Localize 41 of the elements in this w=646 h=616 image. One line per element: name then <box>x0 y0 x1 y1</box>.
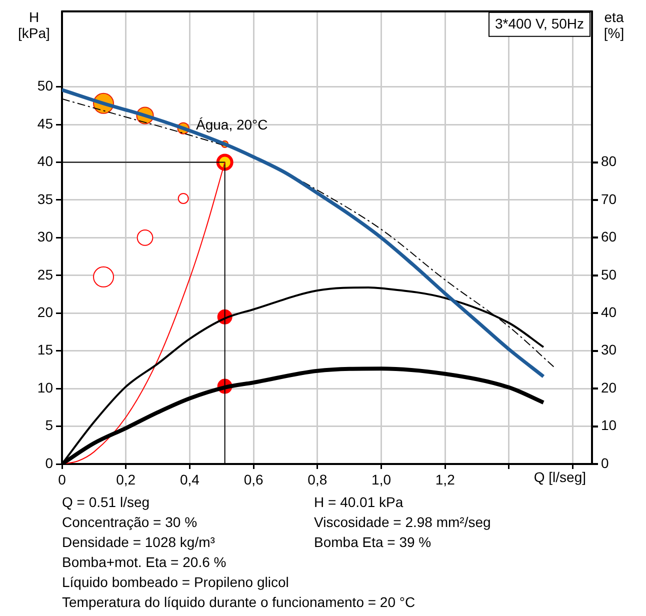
x-tick-label: 1,0 <box>372 471 392 488</box>
y2-tick-label: 40 <box>601 304 617 320</box>
text: Q = 0.51 l/seg <box>62 493 151 512</box>
x-tick-label: 0,6 <box>244 471 264 488</box>
y-tick-label: 10 <box>37 379 54 396</box>
y-tick-label: 20 <box>37 304 54 320</box>
y-tick-label: 15 <box>37 342 54 358</box>
y-axis-title: H [kPa] <box>18 8 50 41</box>
y2-tick-label: 60 <box>601 228 617 245</box>
y-tick-label: 5 <box>45 417 54 434</box>
y2-tick-label: 0 <box>601 454 609 471</box>
text: Viscosidade = 2.98 mm²/seg <box>314 513 492 532</box>
y2-tick-label: 70 <box>601 190 617 207</box>
text: Bomba Eta = 39 % <box>314 533 432 552</box>
y-tick-label: 25 <box>37 266 54 282</box>
chart-title: 3*400 V, 50Hz <box>495 15 584 32</box>
x-tick-label: 1,2 <box>435 471 456 488</box>
text: Líquido bombeado = Propileno glicol <box>62 573 290 592</box>
x-tick-label: 0,4 <box>180 471 200 488</box>
text: Temperatura do líquido durante o funcionamento = 20 °C <box>62 593 416 612</box>
y-tick-label: 35 <box>37 190 54 207</box>
y-tick-label: 40 <box>37 153 54 170</box>
x-axis-title: Q [l/seg] <box>534 468 586 485</box>
text: Bomba+mot. Eta = 20.6 % <box>62 553 228 572</box>
y-tick-label: 0 <box>45 454 54 471</box>
y2-tick-label: 10 <box>601 417 617 434</box>
x-tick-label: 0 <box>58 471 66 488</box>
x-tick-label: 0,2 <box>116 471 136 488</box>
x-tick-label: 0,8 <box>308 471 328 488</box>
y-tick-label: 50 <box>37 78 54 94</box>
y2-tick-label: 20 <box>601 379 617 396</box>
y2-tick-label: 80 <box>601 153 617 170</box>
annotation: Água, 20°C <box>196 116 268 132</box>
y2-tick-label: 30 <box>601 342 617 358</box>
text: H = 40.01 kPa <box>314 493 404 512</box>
y2-tick-label: 50 <box>601 266 617 282</box>
y-tick-label: 30 <box>37 228 54 245</box>
y-tick-label: 45 <box>37 115 54 132</box>
text: Densidade = 1028 kg/m³ <box>62 533 216 552</box>
text: Concentração = 30 % <box>62 513 198 532</box>
y2-axis-title: eta [%] <box>604 8 624 41</box>
